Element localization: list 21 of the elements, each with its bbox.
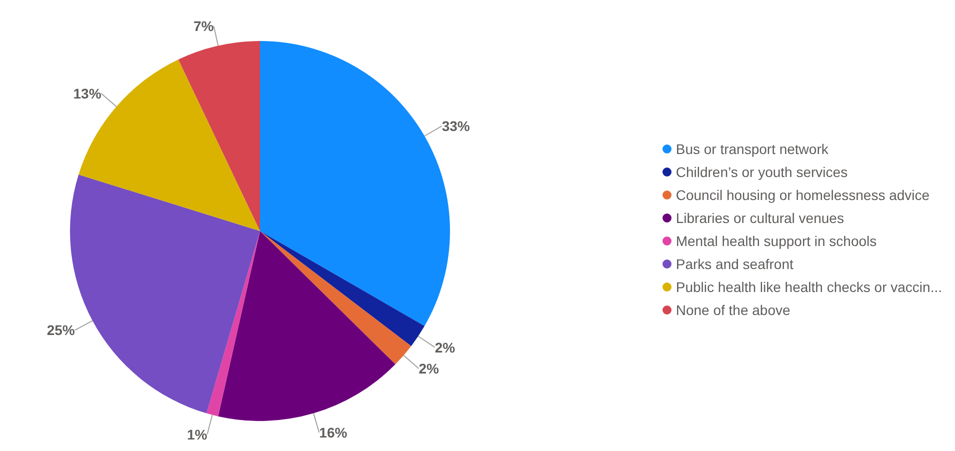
data-label: 25% xyxy=(46,322,76,338)
data-label: 33% xyxy=(442,118,470,134)
data-label: 13% xyxy=(73,85,102,102)
pie-slice xyxy=(218,231,396,421)
legend-label: Children’s or youth services xyxy=(676,164,848,180)
data-label: 16% xyxy=(319,424,348,440)
legend-label: Council housing or homelessness advice xyxy=(676,187,930,203)
pie-slice xyxy=(260,231,412,364)
pie-slice xyxy=(260,231,425,346)
legend-label: Parks and seafront xyxy=(676,256,794,272)
data-label: 7% xyxy=(194,18,214,34)
legend-label: Libraries or cultural venues xyxy=(676,210,844,226)
legend-label: Mental health support in schools xyxy=(676,233,877,249)
legend-label: None of the above xyxy=(676,302,790,318)
data-label: 2% xyxy=(434,339,456,356)
pie-slice xyxy=(178,41,260,231)
data-label: 2% xyxy=(418,360,440,377)
legend-label: Public health like health checks or vaccin... xyxy=(676,279,942,295)
pie-slice xyxy=(206,231,260,416)
legend-label: Bus or transport network xyxy=(676,141,828,157)
data-label: 1% xyxy=(187,426,208,442)
